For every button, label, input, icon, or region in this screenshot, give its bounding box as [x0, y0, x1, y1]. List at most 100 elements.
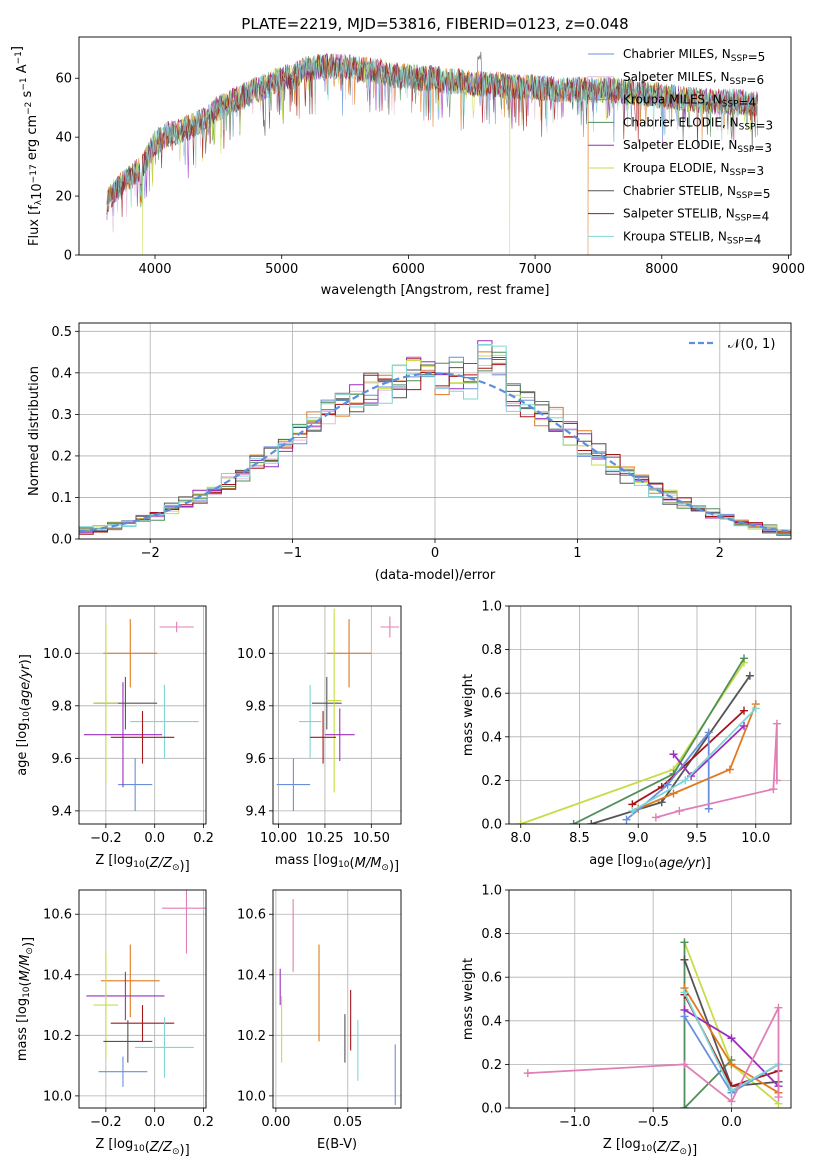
- x-tick-label: 0.2: [193, 1115, 214, 1130]
- error-bar-point: [110, 1005, 175, 1042]
- plot-area: [86, 890, 206, 1087]
- panel-mass-ebv: 0.00 0.05 10.0 10.2 10.4 10.6 E(B-V): [237, 889, 402, 1152]
- panel-mass-Z: −0.2 0.0 0.2 10.0 10.2 10.4 10.6 Z [log10(Z/Z⊙)…: [15, 889, 214, 1158]
- x-tick-label: 10.25: [306, 831, 343, 846]
- error-bar-point: [380, 616, 400, 638]
- axes-frame: [78, 322, 792, 540]
- x-tick-label: −1.0: [559, 1115, 591, 1130]
- weight-series: [628, 704, 760, 815]
- error-bar-point: [130, 684, 199, 759]
- weight-marker: [622, 815, 631, 824]
- y-axis-label: Normed distribution: [27, 366, 42, 496]
- weight-marker: [680, 1060, 689, 1069]
- y-axis-label: mass weight: [461, 958, 476, 1040]
- error-bar-point: [324, 708, 355, 761]
- axes-frame: [508, 605, 792, 825]
- y-tick-label: 0.6: [481, 687, 502, 702]
- x-tick-label: 0.05: [333, 1115, 362, 1130]
- weight-marker: [727, 1060, 736, 1069]
- error-bar-point: [103, 1020, 153, 1063]
- y-tick-label: 0.8: [481, 643, 502, 658]
- weight-marker: [740, 721, 748, 730]
- panel-weight-Z: −1.0 −0.5 0.0 0.0 0.2 0.4 0.6 0.8 1.0 Z [log10(Z/…: [461, 884, 792, 1158]
- weight-marker: [680, 955, 689, 964]
- y-tick-label: 10.2: [237, 1029, 266, 1044]
- x-axis-label: age [log10(age/yr)]: [589, 853, 711, 871]
- weight-marker: [669, 750, 678, 759]
- weight-line: [520, 662, 745, 824]
- y-axis-label: mass [log10(M/M⊙)]: [15, 937, 36, 1061]
- panel-age-mass: 10.00 10.25 10.50 9.4 9.6 9.8 10.0 mass [log10(…: [237, 605, 402, 874]
- x-axis-label: Z [log10(Z/Z⊙)]: [95, 1137, 189, 1158]
- weight-marker: [680, 938, 689, 947]
- y-tick-label: 0.1: [51, 491, 72, 506]
- y-tick-label: 60: [55, 72, 72, 87]
- legend-label: Chabrier STELIB, NSSP=5: [623, 184, 771, 201]
- plot-area: [276, 608, 400, 811]
- weight-marker: [774, 1093, 783, 1102]
- x-axis-label: Z [log10(Z/Z⊙)]: [603, 1137, 697, 1158]
- y-tick-label: 0.0: [51, 533, 72, 548]
- error-bar-point: [298, 684, 322, 759]
- error-bar-point: [162, 890, 206, 954]
- panel-age-Z: −0.2 0.0 0.2 9.4 9.6 9.8 10.0 Z [log10(Z/Z⊙)] ag…: [15, 605, 214, 874]
- x-tick-label: 7000: [519, 262, 552, 277]
- weight-marker: [751, 704, 760, 713]
- legend-label: Kroupa ELODIE, NSSP=3: [623, 161, 764, 178]
- error-bar-point: [98, 1056, 148, 1087]
- figure-title: PLATE=2219, MJD=53816, FIBERID=0123, z=0…: [241, 15, 628, 33]
- weight-marker: [769, 785, 778, 794]
- y-tick-label: 10.0: [43, 647, 72, 662]
- plot-area: [79, 340, 791, 536]
- x-tick-label: 10.50: [353, 831, 390, 846]
- plot-area: [516, 654, 781, 824]
- y-tick-label: 9.4: [51, 804, 72, 819]
- legend: 𝒩(0, 1): [689, 337, 775, 352]
- weight-marker: [740, 706, 748, 715]
- y-tick-label: 9.6: [51, 752, 72, 767]
- weight-series: [680, 984, 783, 1097]
- y-tick-label: 9.8: [245, 699, 266, 714]
- weight-marker: [681, 776, 690, 785]
- error-bar-point: [93, 624, 119, 782]
- spectrum-line: [106, 54, 758, 208]
- legend-label: Kroupa MILES, NSSP=4: [623, 93, 756, 110]
- panel-spectrum: 4000 5000 6000 7000 8000 9000 0 20 40 60 wavelengt…: [10, 36, 805, 298]
- x-tick-label: 8.5: [569, 831, 590, 846]
- x-tick-label: −0.2: [90, 1115, 122, 1130]
- weight-marker: [774, 1003, 783, 1012]
- weight-marker: [680, 1104, 689, 1108]
- y-tick-label: 10.0: [237, 1089, 266, 1104]
- y-tick-label: 20: [55, 190, 72, 205]
- y-tick-label: 0.0: [481, 818, 502, 833]
- weight-marker: [740, 654, 748, 663]
- error-bar-point: [86, 971, 165, 1021]
- y-tick-label: 0: [64, 249, 72, 264]
- x-tick-label: −2: [141, 546, 160, 561]
- weight-marker: [727, 1034, 736, 1043]
- weight-marker: [516, 820, 525, 824]
- weight-marker: [772, 719, 781, 728]
- x-tick-label: 0.0: [144, 831, 165, 846]
- weight-series: [669, 721, 748, 781]
- weight-marker: [704, 804, 713, 813]
- legend-label: 𝒩(0, 1): [728, 337, 775, 352]
- x-tick-label: 9.0: [628, 831, 649, 846]
- x-tick-label: 9.5: [687, 831, 708, 846]
- weight-marker: [675, 806, 684, 815]
- error-bar-point: [100, 944, 160, 1018]
- histogram-series: [79, 344, 791, 536]
- weight-marker: [628, 806, 637, 815]
- histogram-series: [79, 364, 791, 535]
- y-tick-label: 10.6: [43, 908, 72, 923]
- legend-label: Kroupa STELIB, NSSP=4: [623, 229, 761, 246]
- weight-series: [628, 706, 748, 809]
- error-bar-point: [326, 608, 342, 793]
- x-tick-label: 0.00: [261, 1115, 290, 1130]
- gridlines: [273, 606, 401, 824]
- weight-marker: [663, 780, 672, 789]
- weight-series: [651, 719, 781, 822]
- weight-marker: [745, 671, 754, 680]
- weight-series: [587, 671, 754, 824]
- y-axis-label: mass weight: [461, 674, 476, 756]
